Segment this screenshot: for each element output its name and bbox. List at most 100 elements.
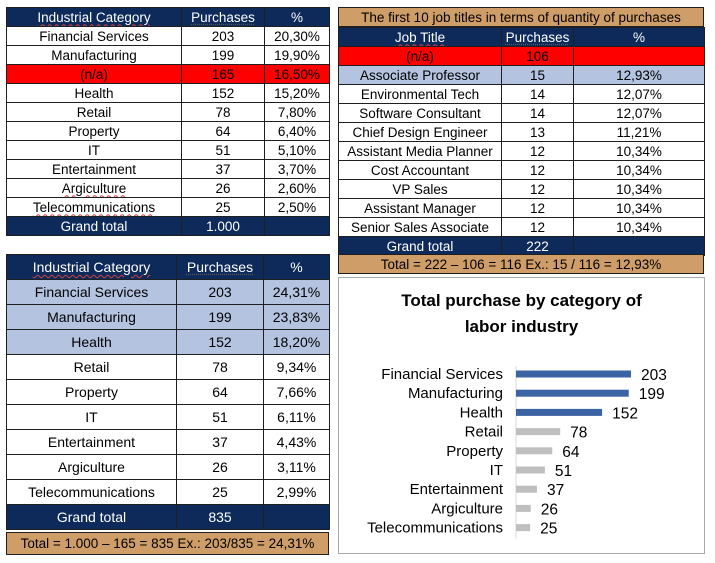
table-cell: 10,34% xyxy=(573,179,705,199)
table-cell: 51 xyxy=(181,140,265,160)
table-cell: 6,11% xyxy=(263,404,330,430)
table-cell: 10,34% xyxy=(573,217,705,237)
total-cell: Grand total xyxy=(6,216,182,236)
table-cell: 199 xyxy=(176,304,264,330)
table-cell: 26 xyxy=(176,454,264,480)
job-title-table-note: Total = 222 – 106 = 116 Ex.: 15 / 116 = … xyxy=(338,254,704,274)
total-cell xyxy=(263,504,330,530)
table-cell: Entertainment xyxy=(6,429,177,455)
table-cell: 15 xyxy=(501,65,574,85)
bar[interactable] xyxy=(516,370,631,378)
table-cell: 37 xyxy=(176,429,264,455)
table-cell: 18,20% xyxy=(263,329,330,355)
column-header: % xyxy=(573,27,705,47)
column-header-text: Job Title xyxy=(394,29,446,45)
industry-table-excl-na-body: Industrial Category Purchases% Financial S… xyxy=(6,254,330,530)
industry-table-all-body: Industrial Category Purchases% Financial S… xyxy=(6,7,330,236)
bar[interactable] xyxy=(516,447,553,455)
table-cell: 106 xyxy=(501,46,574,66)
purchase-bar-chart[interactable]: Total purchase by category of labor indu… xyxy=(338,277,705,554)
table-cell: 24,31% xyxy=(263,279,330,305)
table-row: Assistant Manager 12 10,34% xyxy=(338,198,705,218)
table-row: Entertainment 37 3,70% xyxy=(6,159,330,179)
total-cell: Grand total xyxy=(6,504,177,530)
table-cell: 25 xyxy=(176,479,264,505)
bar[interactable] xyxy=(516,524,531,532)
table-cell: 5,10% xyxy=(264,140,330,160)
table-cell-text: Argiculture xyxy=(61,180,127,196)
table-cell: 37 xyxy=(181,159,265,179)
bar[interactable] xyxy=(516,485,537,493)
chart-title-line-2: labor industry xyxy=(464,317,579,336)
table-row: Health 152 18,20% xyxy=(6,329,330,355)
table-cell: 51 xyxy=(176,404,264,430)
table-cell: Manufacturing xyxy=(6,304,177,330)
column-header: % xyxy=(264,7,330,27)
grand-total-row: Grand total 835 xyxy=(6,504,330,530)
table-cell: 14 xyxy=(501,84,574,104)
table-row: Telecommunications 25 2,50% xyxy=(6,197,330,217)
table-cell: Entertainment xyxy=(6,159,182,179)
table-row: Senior Sales Associate 12 10,34% xyxy=(338,217,705,237)
table-cell: 19,90% xyxy=(264,45,330,65)
column-header-text: Purchases xyxy=(505,29,570,45)
table-cell: 10,34% xyxy=(573,198,705,218)
header-row: Industrial Category Purchases% xyxy=(6,254,330,280)
column-header: Purchases xyxy=(501,27,574,47)
data-label: 26 xyxy=(541,501,558,518)
table-cell: VP Sales xyxy=(338,179,502,199)
table-cell: 9,34% xyxy=(263,354,330,380)
category-label: Health xyxy=(460,404,503,421)
table-cell: Financial Services xyxy=(6,279,177,305)
table-cell: Retail xyxy=(6,102,182,122)
table-cell: Manufacturing xyxy=(6,45,182,65)
table-row: Retail 78 7,80% xyxy=(6,102,330,122)
table-cell: 15,20% xyxy=(264,83,330,103)
table-row: IT 51 6,11% xyxy=(6,404,330,430)
table-cell: 23,83% xyxy=(263,304,330,330)
grand-total-row: Grand total 1.000 xyxy=(6,216,330,236)
table-cell-text: Telecommunications xyxy=(32,199,156,215)
category-label: Telecommunications xyxy=(367,520,503,537)
table-cell: IT xyxy=(6,140,182,160)
table-cell: 10,34% xyxy=(573,160,705,180)
data-label: 51 xyxy=(555,463,572,480)
table-cell: 3,11% xyxy=(263,454,330,480)
category-label: Financial Services xyxy=(381,366,503,383)
table-cell: 3,70% xyxy=(264,159,330,179)
column-header-text: Industrial Category xyxy=(32,259,151,275)
category-label: Argiculture xyxy=(431,500,503,517)
table-cell: 2,99% xyxy=(263,479,330,505)
bar[interactable] xyxy=(516,504,531,512)
bar[interactable] xyxy=(516,408,603,416)
table-cell: 25 xyxy=(181,197,265,217)
bar[interactable] xyxy=(516,389,629,397)
table-row: Manufacturing 199 19,90% xyxy=(6,45,330,65)
job-title-table: Job Title Purchases% (n/a) 106 Associate Pro… xyxy=(338,27,705,256)
table-row: Financial Services 203 20,30% xyxy=(6,26,330,46)
bar[interactable] xyxy=(516,466,545,474)
table-cell: 4,43% xyxy=(263,429,330,455)
table-row: Argiculture 26 2,60% xyxy=(6,178,330,198)
category-label: Retail xyxy=(465,424,503,441)
table-cell: 10,34% xyxy=(573,141,705,161)
table-cell: 78 xyxy=(176,354,264,380)
table-cell: 2,50% xyxy=(264,197,330,217)
industry-table-note: Total = 1.000 – 165 = 835 Ex.: 203/835 =… xyxy=(6,532,329,555)
table-row: Associate Professor 15 12,93% xyxy=(338,65,705,85)
table-cell: 14 xyxy=(501,103,574,123)
table-cell: Telecommunications xyxy=(6,197,182,217)
job-title-table-body: Job Title Purchases% (n/a) 106 Associate Pro… xyxy=(338,27,705,256)
table-cell: 13 xyxy=(501,122,574,142)
table-cell: Assistant Manager xyxy=(338,198,502,218)
table-cell: Health xyxy=(6,329,177,355)
total-cell: 835 xyxy=(176,504,264,530)
table-cell: 6,40% xyxy=(264,121,330,141)
table-row: VP Sales 12 10,34% xyxy=(338,179,705,199)
table-row: Financial Services 203 24,31% xyxy=(6,279,330,305)
bar[interactable] xyxy=(516,428,561,436)
table-cell: 12,07% xyxy=(573,103,705,123)
total-cell: 222 xyxy=(501,236,574,256)
table-cell: IT xyxy=(6,404,177,430)
table-row: Health 152 15,20% xyxy=(6,83,330,103)
